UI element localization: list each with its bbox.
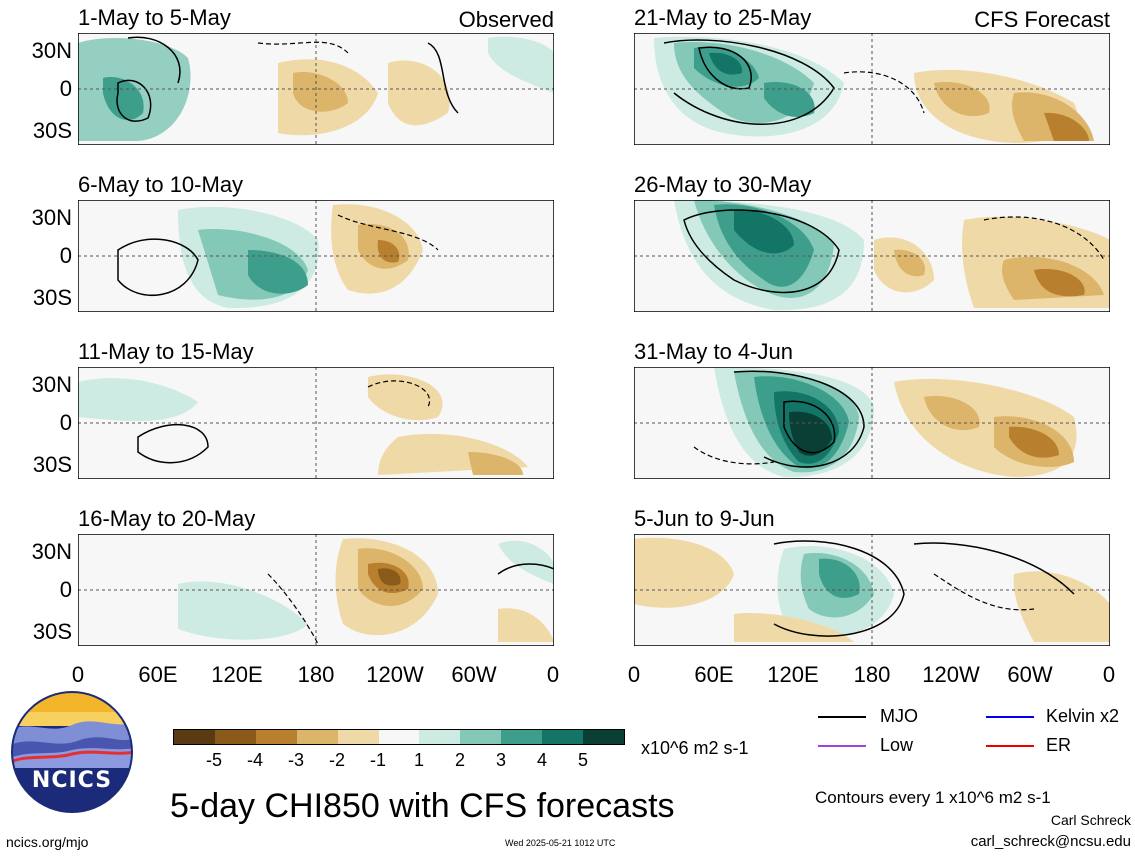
map-panel-3 — [78, 367, 554, 479]
ncics-logo — [11, 691, 133, 813]
observed-tag: Observed — [458, 7, 554, 32]
lon-label-left-120e: 120E — [211, 662, 263, 687]
colorbar-label: 2 — [454, 750, 465, 770]
colorbar-swatch — [501, 730, 543, 744]
lon-label-right-0: 0 — [627, 662, 641, 687]
colorbar-swatch — [583, 730, 624, 744]
colorbar — [173, 729, 625, 745]
colorbar-label: -4 — [246, 750, 263, 770]
lat-label-30s: 30S — [32, 285, 72, 310]
author: Carl Schreck — [1050, 812, 1131, 828]
map-panel-1 — [78, 33, 554, 145]
colorbar-swatch — [174, 730, 215, 744]
legend-line-kelvin — [986, 716, 1034, 718]
colorbar-units: x10^6 m2 s-1 — [641, 738, 749, 758]
map-panel-7 — [634, 367, 1110, 479]
email: carl_schreck@ncsu.edu — [970, 833, 1131, 850]
lon-label-left-60e: 60E — [138, 662, 178, 687]
colorbar-swatch — [378, 730, 420, 744]
lon-label-right-0e: 0 — [1102, 662, 1116, 687]
panel-title-3: 11-May to 15-May — [78, 339, 254, 364]
lat-label-30n: 30N — [31, 38, 72, 63]
legend-label-kelvin: Kelvin x2 — [1046, 706, 1120, 726]
lat-label-eq: 0 — [59, 577, 72, 602]
lon-label-left-0e: 0 — [546, 662, 560, 687]
colorbar-swatch — [542, 730, 584, 744]
panel-title-4: 16-May to 20-May — [78, 506, 256, 531]
lat-label-30s: 30S — [32, 619, 72, 644]
map-panel-8 — [634, 534, 1110, 646]
lon-label-left-120w: 120W — [366, 662, 424, 687]
panel-title-5: 21-May to 25-May — [634, 5, 812, 30]
colorbar-label: -5 — [205, 750, 222, 770]
lat-label-30n: 30N — [31, 539, 72, 564]
colorbar-swatch — [296, 730, 338, 744]
contour-note: Contours every 1 x10^6 m2 s-1 — [815, 788, 1051, 807]
map-panel-2 — [78, 200, 554, 312]
lon-label-left-180: 180 — [297, 662, 335, 687]
colorbar-swatch — [460, 730, 502, 744]
colorbar-label: 4 — [536, 750, 547, 770]
site-url[interactable]: ncics.org/mjo — [6, 834, 89, 850]
legend-label-er: ER — [1046, 735, 1072, 755]
map-panel-4 — [78, 534, 554, 646]
lat-label-eq: 0 — [59, 76, 72, 101]
lon-label-left-0: 0 — [71, 662, 85, 687]
lat-label-30s: 30S — [32, 118, 72, 143]
lat-label-30n: 30N — [31, 372, 72, 397]
map-panel-6 — [634, 200, 1110, 312]
lon-label-right-60w: 60W — [1007, 662, 1053, 687]
panel-title-8: 5-Jun to 9-Jun — [634, 506, 775, 531]
panel-title-7: 31-May to 4-Jun — [634, 339, 793, 364]
colorbar-label: 3 — [495, 750, 506, 770]
legend-line-mjo — [818, 716, 866, 718]
colorbar-label: -2 — [328, 750, 345, 770]
lon-label-right-180: 180 — [853, 662, 891, 687]
legend-line-er — [986, 745, 1034, 747]
colorbar-label: -1 — [369, 750, 386, 770]
colorbar-label: 1 — [413, 750, 424, 770]
lat-label-eq: 0 — [59, 410, 72, 435]
colorbar-swatch — [337, 730, 379, 744]
panel-title-2: 6-May to 10-May — [78, 172, 244, 197]
main-title: 5-day CHI850 with CFS forecasts — [170, 787, 675, 825]
colorbar-label: 5 — [577, 750, 588, 770]
map-panel-5 — [634, 33, 1110, 145]
lon-label-left-60w: 60W — [451, 662, 497, 687]
panel-title-6: 26-May to 30-May — [634, 172, 812, 197]
colorbar-label: -3 — [287, 750, 304, 770]
timestamp: Wed 2025-05-21 1012 UTC — [505, 838, 616, 848]
lon-label-right-120e: 120E — [767, 662, 819, 687]
logo-text: NCICS — [31, 768, 113, 793]
legend-line-low — [818, 745, 866, 747]
colorbar-swatch — [255, 730, 297, 744]
forecast-tag: CFS Forecast — [974, 7, 1110, 32]
lon-label-right-120w: 120W — [922, 662, 980, 687]
legend-label-mjo: MJO — [880, 706, 918, 726]
lat-label-30s: 30S — [32, 452, 72, 477]
colorbar-swatch — [214, 730, 256, 744]
lat-label-30n: 30N — [31, 205, 72, 230]
lon-label-right-60e: 60E — [694, 662, 734, 687]
lat-label-eq: 0 — [59, 243, 72, 268]
colorbar-swatch — [419, 730, 461, 744]
legend-label-low: Low — [880, 735, 914, 755]
panel-title-1: 1-May to 5-May — [78, 5, 231, 30]
